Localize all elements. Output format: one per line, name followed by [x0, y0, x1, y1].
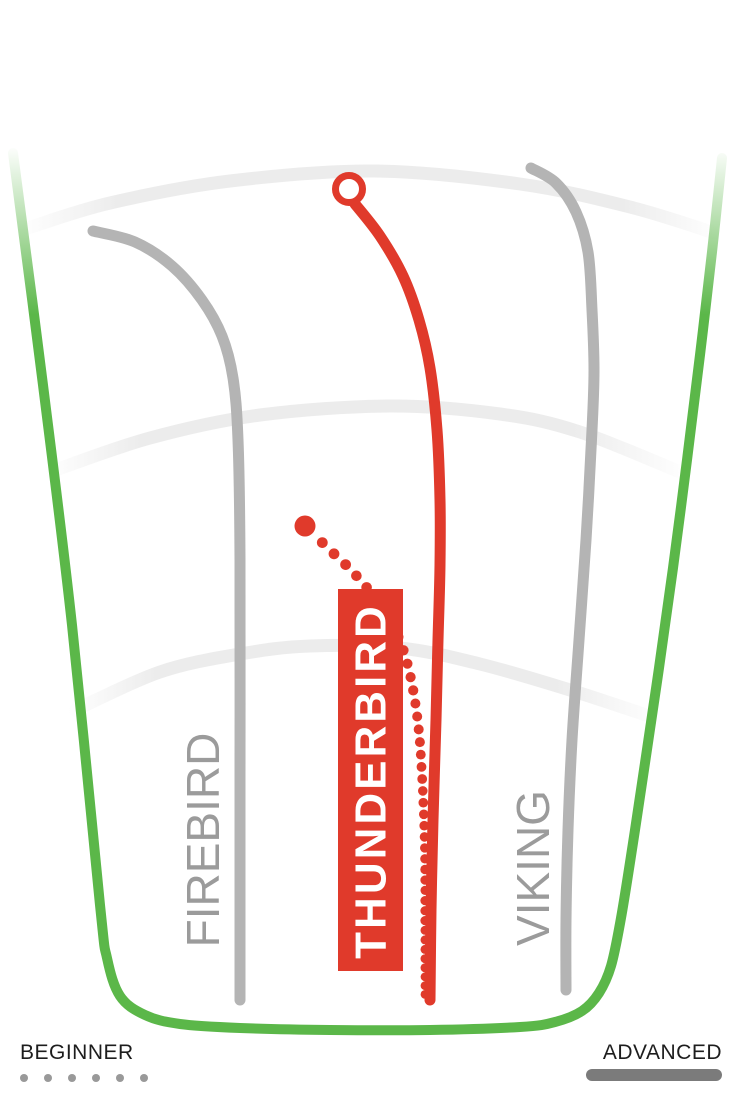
trail-dot — [415, 749, 426, 760]
advanced-legend: ADVANCED — [586, 1042, 722, 1081]
trail-dot — [402, 658, 413, 669]
thunderbird-flight-path — [349, 198, 446, 1006]
firebird-label: FIREBIRD — [177, 733, 229, 948]
fairway-outline — [8, 148, 727, 1036]
skill-dot — [20, 1074, 28, 1082]
trail-dot — [419, 832, 430, 842]
trail-dot — [414, 737, 425, 748]
trail-dot — [412, 711, 423, 722]
distance-arc — [21, 164, 722, 240]
beginner-label: BEGINNER — [20, 1041, 134, 1064]
viking-flight-path — [525, 162, 600, 996]
beginner-legend: BEGINNER — [20, 1042, 148, 1082]
skill-dot — [140, 1074, 148, 1082]
trail-dot — [351, 570, 362, 582]
trail-dot — [418, 797, 429, 808]
skill-dot — [44, 1074, 52, 1082]
trail-dot — [418, 786, 428, 796]
trail-dot — [316, 537, 328, 548]
flight-end-marker — [332, 172, 366, 206]
trail-dot — [408, 685, 419, 696]
beginner-skill-dots — [20, 1074, 148, 1082]
skill-dot — [68, 1074, 76, 1082]
trail-dot — [419, 809, 429, 820]
advanced-label: ADVANCED — [602, 1041, 722, 1064]
trail-start-dot — [294, 515, 316, 537]
skill-dot — [92, 1074, 100, 1082]
trail-dot — [417, 774, 428, 784]
trail-dot — [340, 559, 351, 570]
distance-arc — [43, 399, 687, 479]
viking-label: VIKING — [507, 790, 559, 946]
trail-dot — [416, 762, 427, 772]
trail-dot — [413, 724, 424, 735]
trail-dot — [328, 548, 340, 560]
advanced-skill-bar — [586, 1069, 722, 1081]
firebird-flight-path — [87, 225, 246, 1006]
thunderbird-label: THUNDERBIRD — [347, 603, 396, 959]
trail-dot — [410, 698, 421, 709]
skill-dot — [116, 1074, 124, 1082]
thunderbird-label-box — [338, 589, 403, 971]
trail-dot — [419, 820, 430, 831]
trail-dot — [405, 672, 416, 683]
